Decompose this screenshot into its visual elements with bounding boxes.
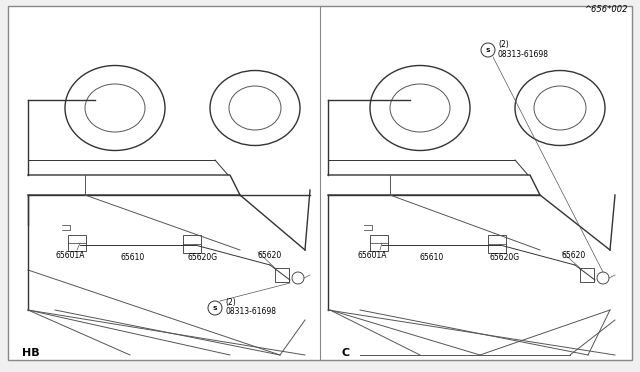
- Text: 65620: 65620: [562, 250, 586, 260]
- Ellipse shape: [229, 86, 281, 130]
- Text: S: S: [486, 48, 490, 52]
- Text: 65610: 65610: [420, 253, 444, 263]
- FancyBboxPatch shape: [8, 6, 632, 360]
- Ellipse shape: [85, 84, 145, 132]
- Bar: [488, 235, 506, 253]
- Circle shape: [481, 43, 495, 57]
- Text: (2): (2): [498, 39, 509, 48]
- Text: 65620G: 65620G: [187, 253, 217, 263]
- Ellipse shape: [65, 65, 165, 151]
- Circle shape: [292, 272, 304, 284]
- Text: 65610: 65610: [120, 253, 144, 263]
- Ellipse shape: [370, 65, 470, 151]
- Text: 65620: 65620: [258, 250, 282, 260]
- Bar: [275, 268, 289, 282]
- Ellipse shape: [210, 71, 300, 145]
- Ellipse shape: [390, 84, 450, 132]
- Circle shape: [597, 272, 609, 284]
- Ellipse shape: [515, 71, 605, 145]
- Text: 65601A: 65601A: [55, 250, 84, 260]
- Text: 08313-61698: 08313-61698: [225, 308, 276, 317]
- Text: S: S: [212, 305, 218, 311]
- Text: C: C: [342, 348, 350, 358]
- Circle shape: [208, 301, 222, 315]
- Text: (2): (2): [225, 298, 236, 307]
- Text: ^656*002: ^656*002: [584, 5, 628, 14]
- Bar: [68, 235, 86, 251]
- Text: 65620G: 65620G: [490, 253, 520, 263]
- Bar: [370, 235, 388, 251]
- Text: 08313-61698: 08313-61698: [498, 49, 549, 58]
- Bar: [580, 268, 594, 282]
- Bar: [183, 235, 201, 253]
- Ellipse shape: [534, 86, 586, 130]
- Text: 65601A: 65601A: [358, 250, 387, 260]
- Text: HB: HB: [22, 348, 40, 358]
